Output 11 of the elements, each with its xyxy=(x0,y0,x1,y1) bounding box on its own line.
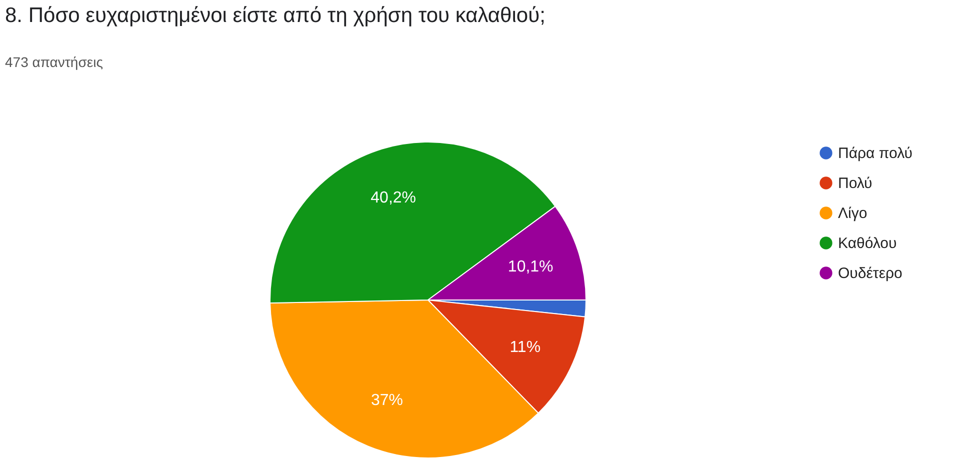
chart-title: 8. Πόσο ευχαριστημένοι είστε από τη χρήση του καλαθιού; xyxy=(5,4,546,27)
legend-label: Πολύ xyxy=(838,175,872,192)
data-label: 40,2% xyxy=(370,190,416,207)
data-label: 37% xyxy=(370,392,403,409)
legend-label: Λίγο xyxy=(838,205,868,222)
text: 473 απαντήσεις xyxy=(5,54,104,70)
data-label: 10,1% xyxy=(508,258,554,276)
legend-label: Πάρα πολύ xyxy=(838,145,912,162)
legend-label: Καθόλου xyxy=(838,235,897,252)
legend-label: Ουδέτερο xyxy=(838,265,902,282)
data-label: 11% xyxy=(510,339,541,356)
